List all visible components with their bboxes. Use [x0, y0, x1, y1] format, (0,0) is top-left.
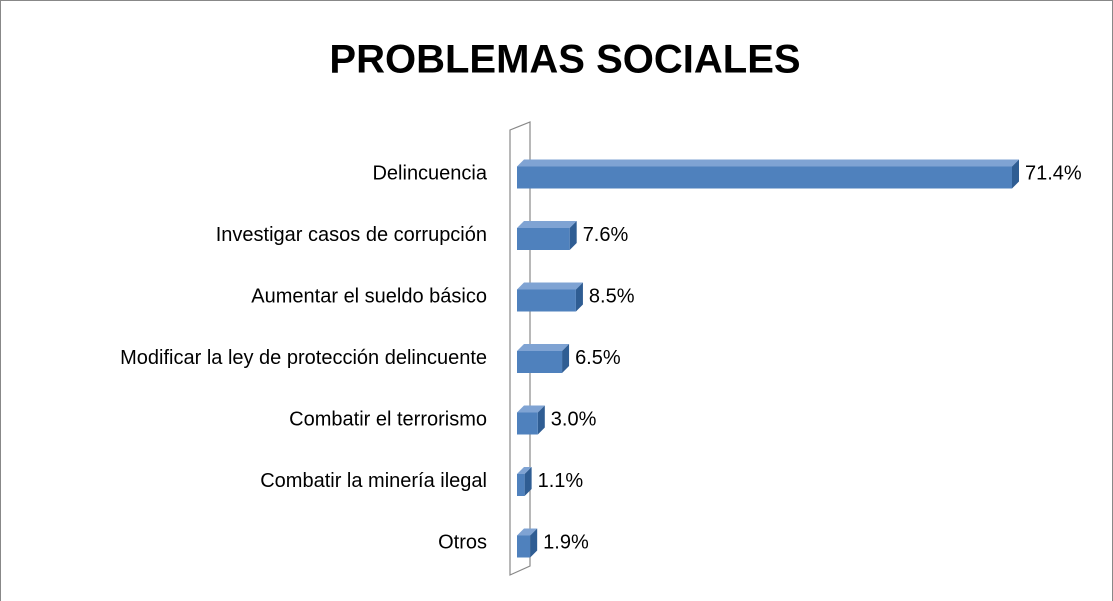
- bar-front: [517, 289, 576, 312]
- bar-top: [517, 405, 545, 413]
- bar-side: [569, 221, 577, 250]
- bar: [517, 344, 570, 373]
- y-tick-label: Aumentar el sueldo básico: [251, 285, 487, 307]
- bar-side: [1012, 159, 1019, 189]
- y-tick-label: Modificar la ley de protección delincuen…: [120, 347, 487, 369]
- bar-front: [517, 351, 563, 373]
- y-tick-label: Investigar casos de corrupción: [216, 224, 487, 246]
- bar: [517, 282, 583, 312]
- bar-top: [517, 344, 570, 351]
- bar-side: [575, 282, 583, 312]
- bar-side: [562, 344, 570, 373]
- bar-front: [517, 228, 570, 250]
- bar: [517, 159, 1019, 189]
- bar-top: [517, 221, 577, 228]
- y-tick-label: Combatir la minería ilegal: [260, 470, 487, 492]
- bar-front: [517, 166, 1012, 189]
- y-tick-label: Otros: [438, 531, 487, 553]
- bar: [517, 221, 577, 250]
- bar-top: [517, 159, 1019, 167]
- data-label: 1.1%: [538, 470, 584, 492]
- bar-top: [517, 282, 583, 290]
- y-tick-label: Combatir el terrorismo: [289, 408, 487, 430]
- chart-title: PROBLEMAS SOCIALES: [329, 38, 800, 82]
- bar-front: [517, 474, 525, 496]
- bar-top: [517, 528, 538, 536]
- y-tick-label: Delincuencia: [372, 162, 487, 184]
- bar-side: [537, 405, 545, 435]
- bar-front: [517, 412, 538, 435]
- bar: [517, 467, 532, 496]
- data-label: 8.5%: [589, 285, 635, 307]
- data-label: 1.9%: [543, 531, 589, 553]
- bar-side: [530, 528, 538, 558]
- bar-top: [517, 467, 532, 474]
- bar-side: [524, 467, 532, 496]
- data-label: 71.4%: [1025, 162, 1082, 184]
- data-label: 7.6%: [583, 224, 629, 246]
- bar: [517, 528, 538, 558]
- data-label: 3.0%: [551, 408, 597, 430]
- bar-front: [517, 535, 531, 558]
- data-label: 6.5%: [575, 347, 621, 369]
- bar: [517, 405, 545, 435]
